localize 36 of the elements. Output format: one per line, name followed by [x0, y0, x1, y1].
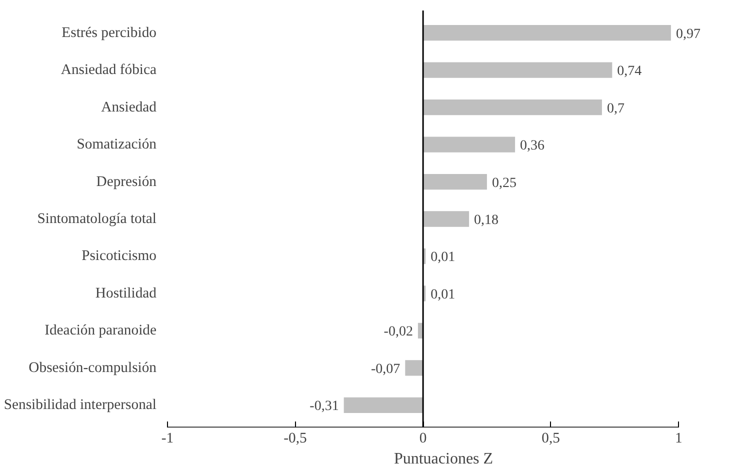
y-tick-label: Ansiedad — [101, 99, 158, 116]
bar — [423, 99, 602, 116]
bar — [423, 211, 470, 227]
x-tick-label: 1 — [674, 430, 682, 446]
x-axis-title: Puntuaciones Z — [394, 450, 494, 468]
y-tick-label: Psicoticismo — [82, 248, 157, 264]
x-tick-label: -1 — [161, 430, 174, 446]
x-tick-label: 0,5 — [542, 430, 560, 446]
y-tick-label: Ideación paranoide — [44, 322, 157, 339]
x-tick-label: 0 — [419, 430, 427, 446]
y-tick-label: Sintomatología total — [37, 211, 157, 227]
x-tick-label: -0,5 — [284, 430, 307, 446]
data-label: 0,97 — [676, 26, 700, 42]
y-tick-label: Ansiedad fóbica — [60, 62, 157, 78]
bar — [344, 397, 424, 413]
y-tick-label: Hostilidad — [95, 285, 158, 302]
bar — [405, 360, 424, 376]
y-tick-label: Depresión — [96, 174, 158, 190]
data-label: 0,01 — [430, 250, 456, 266]
data-label: -0,31 — [310, 399, 339, 414]
data-label: -0,02 — [384, 324, 413, 340]
y-tick-label: Sensibilidad interpersonal — [4, 397, 156, 414]
data-label: 0,36 — [520, 138, 545, 154]
data-label: 0,7 — [606, 101, 624, 116]
data-label: -0,07 — [371, 362, 400, 377]
bar — [423, 174, 487, 190]
data-label: 0,01 — [430, 287, 456, 302]
bar — [423, 25, 671, 41]
y-tick-label: Obsesión-compulsión — [28, 360, 158, 376]
data-label: 0,18 — [474, 213, 499, 228]
y-tick-label: Somatización — [76, 136, 158, 153]
data-label: 0,74 — [617, 64, 642, 80]
bar — [423, 136, 516, 152]
bar — [423, 62, 612, 78]
y-tick-label: Estrés percibido — [62, 24, 157, 41]
data-label: 0,25 — [492, 176, 516, 191]
